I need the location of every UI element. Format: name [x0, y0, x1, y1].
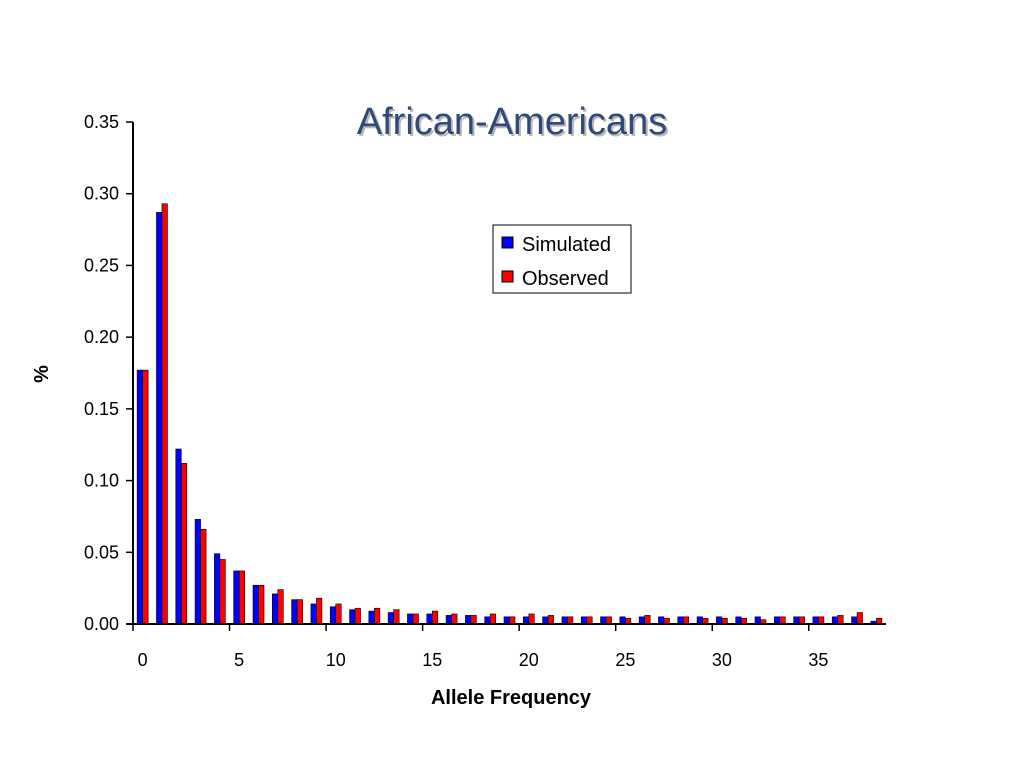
bar-observed-15 [431, 610, 439, 625]
bar-simulated-8 [291, 599, 298, 625]
bar-observed-19 [509, 616, 516, 625]
y-tick-label: 0.20 [84, 327, 119, 347]
x-axis-ticks: 0 5 10 15 20 25 30 35 [132, 624, 828, 670]
bar-observed-8 [296, 599, 303, 625]
bar-simulated-2 [175, 448, 182, 625]
bar-simulated-22 [561, 616, 568, 625]
bar-simulated-6 [252, 584, 259, 625]
bar-observed-9 [316, 597, 323, 625]
bar-simulated-19 [503, 616, 510, 625]
bar-observed-4 [219, 559, 226, 625]
bar-observed-6 [258, 584, 265, 625]
bar-observed-7 [277, 589, 284, 625]
bar-simulated-0 [136, 369, 143, 625]
bar-simulated-29 [696, 616, 703, 625]
x-tick-label: 25 [615, 650, 635, 670]
bar-observed-13 [393, 609, 400, 625]
bar-observed-3 [200, 529, 207, 625]
x-tick-label: 10 [326, 650, 346, 670]
bar-simulated-30 [716, 616, 723, 625]
bar-observed-33 [779, 616, 786, 625]
bar-observed-36 [837, 615, 844, 625]
bar-simulated-11 [349, 609, 356, 625]
legend-swatch-simulated [501, 236, 514, 249]
legend-box [492, 224, 632, 294]
bar-observed-24 [605, 616, 612, 625]
bar-observed-37 [856, 612, 863, 625]
y-tick-label: 0.00 [84, 614, 119, 634]
bar-simulated-26 [638, 616, 645, 625]
bar-observed-11 [354, 607, 361, 625]
bar-observed-14 [412, 613, 419, 625]
legend-swatch-observed [501, 270, 514, 283]
bar-simulated-16 [445, 615, 452, 625]
bar-observed-22 [567, 616, 574, 625]
bar-simulated-24 [600, 616, 607, 625]
bar-simulated-1 [156, 212, 163, 625]
x-axis-label: Allele Frequency [431, 687, 592, 709]
bar-observed-23 [586, 616, 593, 625]
bar-observed-16 [451, 613, 458, 625]
bar-simulated-9 [310, 603, 317, 625]
y-tick-label: 0.30 [84, 184, 119, 204]
y-tick-label: 0.15 [84, 399, 119, 419]
chart-title: African-Americans [357, 101, 667, 143]
x-tick-label: 35 [808, 650, 828, 670]
bar-observed-1 [161, 203, 168, 625]
bar-simulated-3 [194, 518, 201, 625]
bar-observed-10 [335, 603, 342, 625]
bar-simulated-13 [387, 612, 394, 625]
x-tick-label: 30 [712, 650, 732, 670]
bar-simulated-32 [754, 616, 761, 625]
chart-title-shadow: African-Americans [359, 103, 669, 145]
bar-observed-18 [489, 613, 496, 625]
bar-simulated-31 [735, 616, 742, 625]
legend-label-observed: Observed [522, 268, 609, 290]
bar-observed-5 [238, 570, 245, 625]
bar-observed-26 [644, 615, 651, 625]
bar-simulated-28 [677, 616, 684, 625]
bar-simulated-21 [542, 616, 549, 625]
bar-simulated-34 [793, 616, 800, 625]
bar-observed-20 [528, 613, 535, 625]
bar-simulated-5 [233, 570, 240, 625]
bar-simulated-33 [774, 616, 781, 625]
y-tick-label: 0.05 [84, 542, 119, 562]
x-tick-label: 5 [234, 650, 244, 670]
bar-simulated-23 [580, 616, 588, 625]
bar-simulated-7 [272, 593, 279, 625]
bar-observed-21 [547, 615, 554, 625]
legend: Simulated Observed [492, 224, 632, 294]
bar-simulated-4 [214, 553, 221, 625]
x-tick-label: 20 [519, 650, 539, 670]
bar-simulated-37 [851, 616, 858, 625]
y-axis-label: % [31, 365, 53, 383]
bar-observed-12 [374, 607, 381, 625]
bar-simulated-14 [407, 613, 414, 625]
bar-simulated-18 [484, 616, 491, 625]
bar-observed-28 [682, 616, 690, 625]
bar-simulated-20 [523, 616, 530, 625]
bar-simulated-35 [812, 616, 819, 625]
x-tick-label: 0 [138, 650, 148, 670]
bar-simulated-25 [619, 616, 626, 625]
legend-label-simulated: Simulated [522, 234, 611, 256]
bar-simulated-36 [831, 616, 839, 625]
bar-simulated-10 [329, 606, 337, 625]
bar-observed-17 [470, 615, 477, 625]
bar-simulated-15 [426, 613, 433, 625]
bar-observed-35 [818, 616, 825, 625]
y-axis-ticks: 0.00 0.05 0.10 0.15 0.20 0.25 0.30 0.35 [84, 112, 133, 634]
bar-observed-0 [142, 369, 149, 625]
bar-simulated-27 [658, 616, 665, 625]
y-tick-label: 0.10 [84, 471, 119, 491]
bar-simulated-17 [465, 615, 472, 625]
x-tick-label: 15 [422, 650, 442, 670]
bar-observed-2 [180, 463, 188, 625]
bar-observed-34 [798, 616, 805, 625]
y-tick-label: 0.25 [84, 255, 119, 275]
bar-simulated-12 [368, 610, 375, 625]
y-tick-label: 0.35 [84, 112, 119, 132]
